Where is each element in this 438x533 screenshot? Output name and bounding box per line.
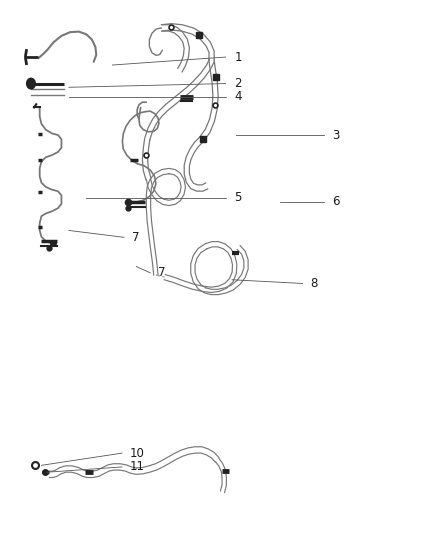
Text: 2: 2 <box>234 77 242 90</box>
Text: 3: 3 <box>332 128 339 141</box>
Text: 11: 11 <box>130 461 145 473</box>
Text: 10: 10 <box>130 447 145 459</box>
Text: 1: 1 <box>234 51 242 63</box>
Text: 7: 7 <box>132 231 139 244</box>
Circle shape <box>27 78 35 89</box>
Text: 5: 5 <box>234 191 242 204</box>
Text: 6: 6 <box>332 195 339 208</box>
Text: 7: 7 <box>158 266 166 279</box>
Text: 8: 8 <box>311 277 318 290</box>
Text: 4: 4 <box>234 90 242 103</box>
